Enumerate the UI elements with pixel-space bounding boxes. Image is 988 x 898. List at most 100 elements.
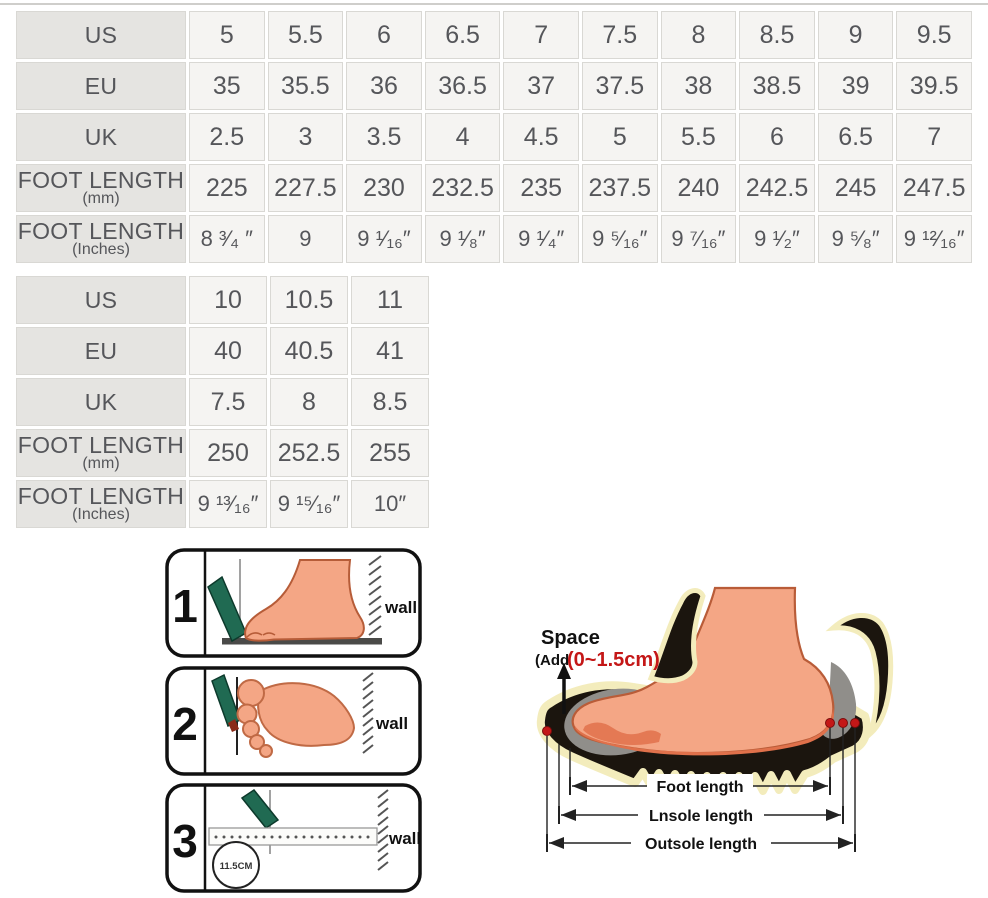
guide-lines — [546, 728, 856, 847]
cell: 9 ¹²⁄₁₆″ — [896, 215, 972, 263]
cell: 235 — [503, 164, 579, 212]
foot-length-label: Foot length — [656, 779, 743, 796]
row-label: EU — [84, 73, 118, 99]
row-sublabel: (Inches) — [72, 241, 130, 258]
row-label: UK — [84, 389, 118, 415]
size-table-us5-9half: US 5 5.5 6 6.5 7 7.5 8 8.5 9 9.5 EU 35 3… — [16, 11, 972, 263]
cell: 9 ¹⁄₂″ — [739, 215, 815, 263]
cell: 6.5 — [817, 113, 894, 161]
cell: 10 — [189, 276, 267, 324]
toe — [249, 734, 265, 750]
pencil-tip — [228, 719, 239, 732]
cell: 9 ¹³⁄₁₆″ — [189, 480, 267, 528]
row-header-uk: UK — [16, 378, 186, 426]
cell: 6 — [739, 113, 815, 161]
foot-length-measure: Foot length — [569, 774, 831, 797]
cell: 250 — [189, 429, 267, 477]
cell: 7.5 — [189, 378, 267, 426]
cell: 227.5 — [267, 164, 344, 212]
wall-label: wall — [384, 598, 417, 617]
cell: 247.5 — [896, 164, 972, 212]
cell: 8.5 — [739, 11, 815, 59]
cell: 38.5 — [739, 62, 815, 110]
step-number: 1 — [172, 580, 198, 632]
row-header-eu: EU — [16, 327, 186, 375]
row-header-foot-length-mm: FOOT LENGTH (mm) — [16, 429, 186, 477]
cell: 10.5 — [270, 276, 348, 324]
cell: 242.5 — [739, 164, 815, 212]
measure-step-3-diagram: 3 11.5CM wall — [165, 783, 422, 893]
row-header-us: US — [16, 11, 186, 59]
floor-bar — [222, 638, 382, 645]
cell: 9 — [267, 215, 344, 263]
cell: 37 — [503, 62, 579, 110]
cell: 230 — [346, 164, 422, 212]
cell: 35.5 — [267, 62, 344, 110]
cell: 5.5 — [660, 113, 737, 161]
cell: 4 — [424, 113, 501, 161]
row-header-uk: UK — [16, 113, 186, 161]
cell: 36 — [346, 62, 422, 110]
cell: 5 — [189, 11, 265, 59]
cell: 240 — [660, 164, 737, 212]
row-sublabel: (mm) — [82, 455, 120, 472]
cell: 7 — [896, 113, 972, 161]
row-sublabel: (Inches) — [72, 506, 130, 523]
toe-shade-wave — [583, 722, 661, 745]
cell: 11 — [351, 276, 429, 324]
measuring-card-icon — [240, 788, 280, 830]
cell: 8.5 — [351, 378, 429, 426]
measure-step-1-diagram: 1 wall — [165, 548, 422, 658]
cell: 7 — [503, 11, 579, 59]
row-label: FOOT LENGTH — [17, 218, 185, 244]
outsole-length-label: Outsole length — [645, 836, 757, 853]
cell: 5 — [581, 113, 658, 161]
shoe-length-diagram: Space (Add (0~1.5cm) Foot length Lnsole … — [535, 586, 894, 854]
cell: 41 — [351, 327, 429, 375]
cell: 9 ¹⁄₄″ — [503, 215, 579, 263]
insole-length-label: Lnsole length — [649, 808, 753, 825]
cell: 2.5 — [189, 113, 265, 161]
foot-sole-illustration — [257, 682, 356, 747]
cell: 6 — [346, 11, 422, 59]
size-table-us10-11: US 10 10.5 11 EU 40 40.5 41 UK 7.5 8 8.5… — [16, 276, 429, 528]
cell: 245 — [817, 164, 894, 212]
cell: 8 — [270, 378, 348, 426]
outsole-heel-dot — [850, 718, 860, 728]
cell: 6.5 — [424, 11, 501, 59]
cell: 9 ¹⁄₈″ — [424, 215, 501, 263]
cell: 38 — [660, 62, 737, 110]
row-header-foot-length-mm: FOOT LENGTH (mm) — [16, 164, 186, 212]
cell: 232.5 — [424, 164, 501, 212]
row-label: UK — [84, 124, 118, 150]
wall-label: wall — [388, 829, 421, 848]
cell: 9 — [817, 11, 894, 59]
row-header-foot-length-inches: FOOT LENGTH (Inches) — [16, 215, 186, 263]
big-toe — [237, 679, 265, 707]
cell: 255 — [351, 429, 429, 477]
step-number: 3 — [172, 815, 198, 867]
cell: 7.5 — [581, 11, 658, 59]
outsole-front-dot — [542, 726, 552, 736]
wall-label: wall — [375, 714, 408, 733]
wall-hatching — [377, 789, 389, 871]
row-label: US — [84, 22, 118, 48]
measure-step-2-diagram: 2 wall — [165, 666, 422, 776]
toe — [259, 744, 273, 758]
space-arrow-head — [557, 663, 571, 679]
row-label: US — [84, 287, 118, 313]
shoe-front-collar — [647, 588, 706, 684]
row-header-us: US — [16, 276, 186, 324]
insole-length-measure: Lnsole length — [558, 803, 844, 826]
cell: 4.5 — [503, 113, 579, 161]
foot-side-illustration — [244, 559, 365, 642]
cell: 5.5 — [267, 11, 344, 59]
wall-hatching — [368, 555, 382, 636]
outsole-length-measure: Outsole length — [546, 831, 856, 854]
row-header-foot-length-inches: FOOT LENGTH (Inches) — [16, 480, 186, 528]
row-label: FOOT LENGTH — [17, 483, 185, 509]
cell: 225 — [189, 164, 265, 212]
cell: 39.5 — [896, 62, 972, 110]
cell: 9 ¹⁵⁄₁₆″ — [270, 480, 348, 528]
